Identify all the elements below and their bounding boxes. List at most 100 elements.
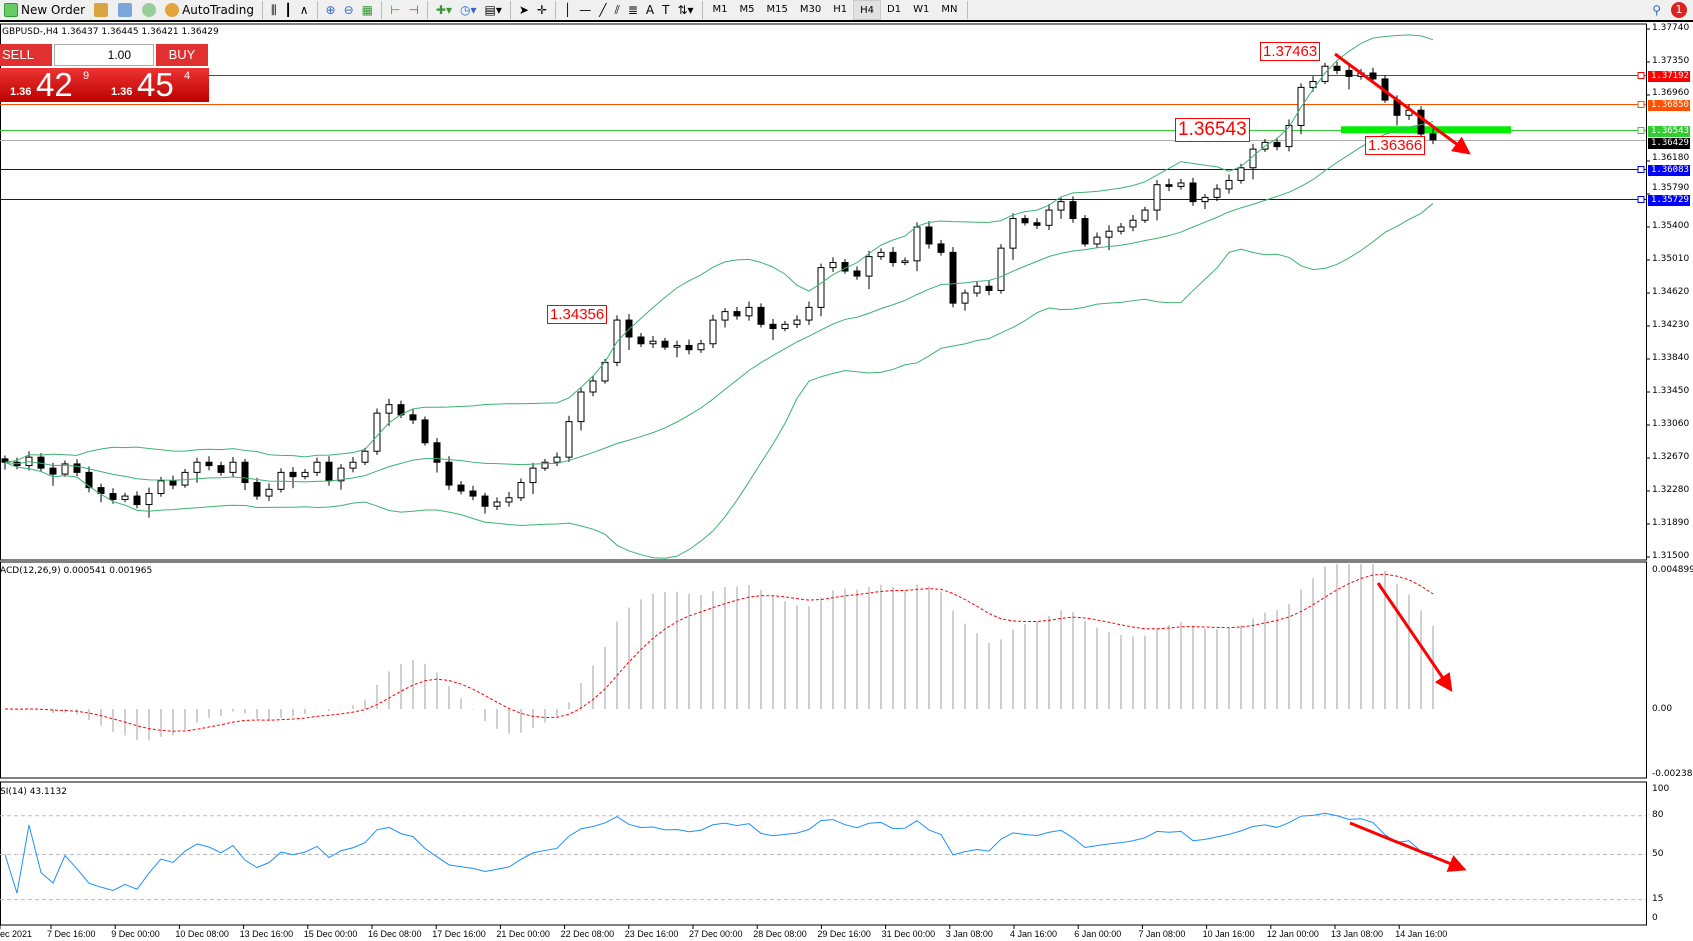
cursor-icon[interactable]: ➤ <box>518 3 529 17</box>
time-axis-label: 27 Dec 00:00 <box>689 929 743 939</box>
candle-body <box>673 344 681 348</box>
zoom-out-icon[interactable]: ⊖ <box>343 3 354 17</box>
time-axis-label: 13 Dec 16:00 <box>239 929 294 939</box>
sell-price-button[interactable]: 1.36 42 9 <box>0 66 103 103</box>
candle-body <box>433 442 441 463</box>
rsi-axis-label: 50 <box>1652 848 1664 859</box>
indicators-icon[interactable]: ✚▾ <box>435 3 452 17</box>
annotation-left[interactable]: 1.34356 <box>547 305 608 324</box>
tf-w1[interactable]: W1 <box>913 4 930 15</box>
tf-mn[interactable]: MN <box>941 4 958 15</box>
candle-body <box>229 461 237 473</box>
buy-price-button[interactable]: 1.36 45 4 <box>101 66 209 103</box>
candle-body <box>1033 222 1041 226</box>
macd-label: ACD(12,26,9) 0.000541 0.001965 <box>0 566 153 576</box>
text-tool[interactable]: A <box>645 3 655 17</box>
new-order-label: New Order <box>21 3 86 17</box>
tile-windows-icon[interactable]: ▦ <box>361 3 374 17</box>
tf-h4[interactable]: H4 <box>853 0 882 20</box>
candle-body <box>733 311 741 317</box>
candle-body <box>1237 167 1245 181</box>
candle-body <box>589 380 597 393</box>
candle-body <box>505 497 513 503</box>
new-order-button[interactable]: New Order <box>0 0 89 20</box>
autoscroll-icon[interactable]: ⊢ <box>390 3 401 17</box>
candle-body <box>901 260 909 264</box>
macd-max-label: 0.004899 <box>1652 565 1693 575</box>
bollinger-lower <box>4 203 1434 559</box>
time-axis-label: 12 Jan 00:00 <box>1266 929 1319 939</box>
search-icon[interactable]: ⚲ <box>1652 3 1661 17</box>
candle-body <box>1117 226 1125 232</box>
metaeditor-icon[interactable] <box>94 3 109 17</box>
navigator-icon[interactable] <box>118 3 133 17</box>
time-axis-label: 23 Dec 16:00 <box>624 929 679 939</box>
annotation-low[interactable]: 1.36366 <box>1365 136 1426 155</box>
time-axis-label: 7 Jan 08:00 <box>1138 929 1186 939</box>
crosshair-icon[interactable]: ✛ <box>536 3 547 17</box>
candle-body <box>1177 182 1185 187</box>
new-order-icon <box>4 3 18 17</box>
price-axis-label: 1.36180 <box>1652 152 1690 163</box>
chart-info: GBPUSD-,H4 1.36437 1.36445 1.36421 1.364… <box>2 27 219 37</box>
horizontal-line-icon[interactable]: — <box>579 3 592 17</box>
templates-icon[interactable]: ▤▾ <box>484 3 502 17</box>
divider <box>261 1 263 19</box>
buy-button[interactable]: BUY <box>156 44 208 66</box>
time-axis-label: 22 Dec 08:00 <box>560 929 615 939</box>
price-axis-label: 1.31890 <box>1652 518 1690 528</box>
trendline-icon[interactable]: ╱ <box>599 3 607 17</box>
chart-shift-icon[interactable]: ⊣ <box>408 3 419 17</box>
candle-body <box>481 495 489 507</box>
signals-icon[interactable] <box>142 3 157 17</box>
time-axis-label: 6 Jan 00:00 <box>1074 929 1122 939</box>
tf-d1[interactable]: D1 <box>887 4 902 15</box>
notification-badge[interactable]: 1 <box>1671 2 1687 18</box>
candlestick-icon[interactable]: ┃ <box>284 3 292 17</box>
candle-body <box>1417 109 1425 135</box>
candle-body <box>793 319 801 325</box>
macd-panel-frame <box>0 561 1647 779</box>
level-handle <box>1637 72 1645 79</box>
candle-body <box>97 487 105 495</box>
candle-body <box>1129 219 1137 228</box>
tf-m1[interactable]: M1 <box>712 4 728 15</box>
candle-body <box>1045 209 1053 226</box>
tf-h1[interactable]: H1 <box>833 4 848 15</box>
lot-size-input[interactable]: 1.00 <box>54 44 154 66</box>
autotrading-button[interactable]: AutoTrading <box>161 0 258 20</box>
tf-m30[interactable]: M30 <box>799 4 822 15</box>
candle-body <box>133 495 141 506</box>
bollinger-upper <box>4 34 1434 463</box>
price-level-tag: 1.36083 <box>1648 164 1690 176</box>
vertical-line-icon[interactable]: │ <box>564 3 572 17</box>
text-label-icon[interactable]: T <box>662 3 670 17</box>
candle-body <box>1225 179 1233 190</box>
arrows-icon[interactable]: ⇅▾ <box>677 3 694 17</box>
candle-body <box>661 340 669 348</box>
level-handle <box>1637 166 1645 173</box>
line-chart-icon[interactable]: ∧ <box>299 3 309 17</box>
time-axis-label: 7 Dec 16:00 <box>47 929 96 939</box>
candle-body <box>121 495 129 500</box>
time-axis-label: 17 Dec 16:00 <box>432 929 486 939</box>
tf-m5[interactable]: M5 <box>739 4 755 15</box>
price-axis-label: 1.33840 <box>1652 353 1690 363</box>
tf-m15[interactable]: M15 <box>766 4 788 15</box>
price-level-tag: 1.36850 <box>1648 99 1690 111</box>
divider <box>316 1 318 19</box>
annotation-level[interactable]: 1.36543 <box>1175 118 1250 142</box>
sell-button[interactable]: SELL <box>0 44 52 66</box>
equidistant-channel-icon[interactable]: ⫽ <box>614 2 620 17</box>
annotation-high[interactable]: 1.37463 <box>1260 42 1321 61</box>
zoom-in-icon[interactable]: ⊕ <box>325 3 336 17</box>
sell-price-fraction: 9 <box>83 70 90 82</box>
candle-body <box>49 467 57 475</box>
candle-body <box>265 488 273 497</box>
fibonacci-icon[interactable]: ≣ <box>627 3 638 17</box>
bar-chart-icon[interactable]: ⫼ <box>270 2 277 17</box>
candle-body <box>193 461 201 473</box>
periods-icon[interactable]: ◷▾ <box>460 3 477 17</box>
candle-body <box>625 319 633 338</box>
